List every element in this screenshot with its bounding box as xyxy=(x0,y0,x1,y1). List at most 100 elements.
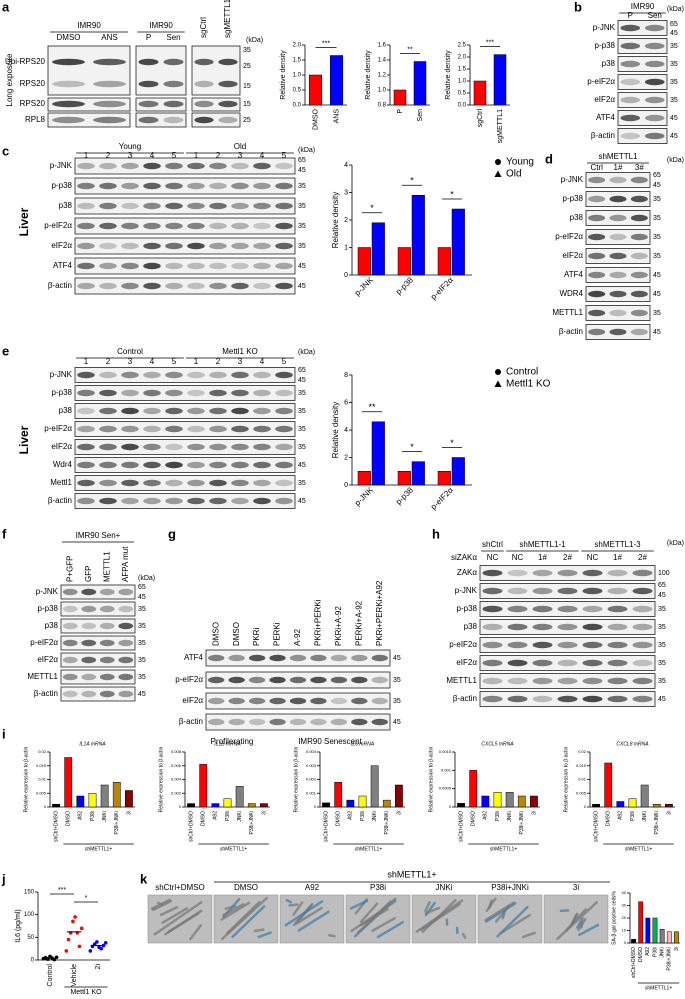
lane-label: DMSO xyxy=(211,622,220,646)
mw-label: 35 xyxy=(298,183,306,190)
kda-label: (kDa) xyxy=(667,6,684,13)
band xyxy=(77,222,95,230)
band xyxy=(165,182,183,190)
y-tick-label: 150 xyxy=(24,890,35,896)
y-tick-label: 0.015 xyxy=(36,763,47,768)
y-tick-label: 0.006 xyxy=(171,763,182,768)
y-tick-label: 0.5 xyxy=(293,88,302,94)
bar xyxy=(397,471,411,486)
group-label: Mettl1 KO xyxy=(70,989,102,996)
band xyxy=(143,262,161,270)
band xyxy=(77,425,95,433)
band xyxy=(253,389,271,397)
bar xyxy=(358,795,367,808)
lane-label: 2 xyxy=(106,357,111,366)
band xyxy=(644,42,665,50)
lane-label: METTL1 xyxy=(102,551,111,582)
group-label: Old xyxy=(234,142,246,151)
band xyxy=(99,461,117,469)
cell xyxy=(415,899,464,933)
row-label: ATF4 xyxy=(53,261,73,270)
band xyxy=(143,425,161,433)
lane-label: 2 xyxy=(216,357,221,366)
lane-label: PKRi+PERKi xyxy=(314,599,323,646)
group-label: shMETTL1+ xyxy=(490,846,517,852)
band xyxy=(609,176,627,184)
band xyxy=(138,100,159,108)
row-label: p-p38 xyxy=(52,181,73,190)
group-label: shMETTL1+ xyxy=(355,846,382,852)
band xyxy=(557,695,578,703)
mw-label: 45 xyxy=(658,592,666,599)
footer-label: Profilerating xyxy=(211,737,254,746)
band xyxy=(275,282,293,290)
x-tick-label: P38i+JNKi xyxy=(519,811,525,834)
y-tick-label: 0.01 xyxy=(38,777,47,782)
lane-label: AFPA mut xyxy=(121,546,130,582)
x-tick-label: JNKi xyxy=(372,811,378,822)
group-label: Mettl1 KO xyxy=(222,347,258,356)
band xyxy=(218,80,238,88)
band xyxy=(588,290,606,298)
y-tick-label: 1.4 xyxy=(378,58,387,64)
band xyxy=(121,262,139,270)
cell xyxy=(285,898,293,904)
x-tick-label: P38i+JNKi xyxy=(114,811,120,834)
band xyxy=(165,222,183,230)
band xyxy=(99,407,117,415)
chart-title: CXCL8 mRNA xyxy=(616,741,649,747)
band xyxy=(620,24,641,32)
blot-frame xyxy=(74,457,296,473)
band xyxy=(187,202,205,210)
band xyxy=(371,718,388,726)
band xyxy=(582,605,603,613)
band xyxy=(99,262,117,270)
band xyxy=(62,605,78,613)
x-tick-label: p-eIF2α xyxy=(429,275,455,301)
band xyxy=(275,443,293,451)
y-axis-label: Relative expression to β-actin xyxy=(563,746,569,812)
cell xyxy=(499,913,531,935)
panel-letter: f xyxy=(2,526,7,541)
row-label: eIF2α xyxy=(456,658,477,667)
lane-label: GFP xyxy=(84,566,93,582)
band xyxy=(253,479,271,487)
band xyxy=(620,132,641,140)
x-tick-label: shCtrl+DMSO xyxy=(631,947,637,978)
band xyxy=(231,162,249,170)
band xyxy=(248,697,266,705)
y-tick-label: 0 xyxy=(179,804,182,809)
bar xyxy=(631,939,636,944)
y-tick-label: 0.02 xyxy=(38,749,47,754)
band xyxy=(99,371,117,379)
band xyxy=(253,262,271,270)
band xyxy=(81,639,97,647)
y-tick-label: 0 xyxy=(314,804,317,809)
group-label: IMR90 xyxy=(149,21,173,30)
band xyxy=(52,80,85,88)
significance: * xyxy=(370,203,374,213)
band xyxy=(482,677,503,685)
point xyxy=(77,944,82,949)
lane-label: 2# xyxy=(563,553,572,562)
band xyxy=(77,262,95,270)
y-tick-label: 0 xyxy=(449,804,452,809)
band xyxy=(330,697,348,705)
band xyxy=(165,389,183,397)
band xyxy=(81,656,97,664)
band xyxy=(330,676,348,684)
band xyxy=(253,407,271,415)
band xyxy=(77,371,95,379)
significance: *** xyxy=(486,39,494,46)
band xyxy=(209,242,227,250)
mw-label: 35 xyxy=(658,660,666,667)
lane-label: 2# xyxy=(638,553,647,562)
band xyxy=(52,116,85,124)
blot-frame xyxy=(617,20,668,36)
x-tick-label: P38i+JNKi xyxy=(667,947,673,970)
band xyxy=(269,654,286,662)
point xyxy=(79,926,84,931)
band xyxy=(644,114,665,122)
group-label: shMETTL1 xyxy=(598,152,638,161)
lane-label: 1 xyxy=(84,151,89,160)
